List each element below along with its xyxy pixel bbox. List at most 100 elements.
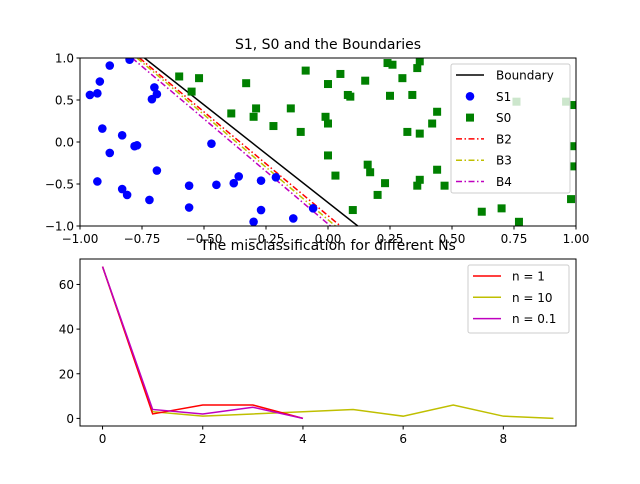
point-s0 <box>227 109 236 118</box>
chart1-x-ticks: −1.00 −0.75 −0.50 −0.25 0.00 0.25 0.50 0.75 1.00 <box>62 226 589 246</box>
chart2-y-ticks: 0 20 40 60 <box>59 278 80 426</box>
point-s1 <box>147 94 157 104</box>
point-s1 <box>132 141 142 150</box>
point-s1 <box>98 124 107 133</box>
x-tick-label: 2 <box>199 432 207 446</box>
boundary-line-b4 <box>131 58 331 226</box>
chart2-frame <box>79 258 577 427</box>
point-s1 <box>308 204 318 213</box>
x-tick-label: 8 <box>500 432 508 446</box>
point-s0 <box>252 104 261 113</box>
point-s0 <box>413 181 422 190</box>
x-tick-label: 4 <box>299 432 307 446</box>
point-s1 <box>256 176 266 185</box>
point-s0 <box>373 190 382 199</box>
y-tick-label: 20 <box>59 367 74 381</box>
point-s0 <box>366 168 375 177</box>
point-s0 <box>403 127 412 136</box>
point-s0 <box>569 101 576 110</box>
point-s1 <box>207 139 216 148</box>
legend-label: S0 <box>496 111 511 125</box>
point-s1 <box>85 90 95 100</box>
point-s0 <box>569 142 576 151</box>
y-tick-label: 0.0 <box>55 136 74 150</box>
y-tick-label: 40 <box>59 323 74 337</box>
point-s1 <box>93 88 102 98</box>
x-tick-label: 0 <box>99 432 107 446</box>
x-tick-label: 0.75 <box>501 232 528 246</box>
point-s1 <box>212 180 221 190</box>
point-s1 <box>234 172 244 181</box>
point-s1 <box>145 195 154 205</box>
point-s0 <box>415 175 424 184</box>
y-tick-label: −1.0 <box>45 220 74 234</box>
chart1-points <box>85 58 576 226</box>
boundary-line-b2 <box>139 58 341 226</box>
chart2-x-ticks: 0 2 4 6 8 <box>99 426 507 446</box>
point-s0 <box>388 60 397 69</box>
point-s1 <box>105 148 115 158</box>
point-s0 <box>324 119 332 128</box>
point-s0 <box>398 74 407 83</box>
point-s1 <box>93 177 102 186</box>
y-tick-label: 1.0 <box>55 52 74 66</box>
point-s1 <box>150 83 159 92</box>
point-s0 <box>477 207 486 216</box>
series-line-1 <box>101 266 304 420</box>
point-s0 <box>249 112 258 121</box>
point-s0 <box>415 129 424 138</box>
legend-label: S1 <box>496 90 511 104</box>
x-tick-label: −0.50 <box>186 232 223 246</box>
chart1-boundary-lines <box>131 58 359 226</box>
point-s0 <box>497 204 506 213</box>
point-s0 <box>324 80 332 89</box>
x-tick-label: 0.00 <box>315 232 342 246</box>
point-s1 <box>105 61 115 70</box>
point-s0 <box>569 162 576 171</box>
point-s0 <box>433 165 442 174</box>
line-chart: 0 2 4 6 8 0 20 40 60 The misclassification for … <box>59 238 577 446</box>
point-s0 <box>336 69 345 78</box>
legend-label: B4 <box>496 175 512 189</box>
point-s1 <box>184 203 194 212</box>
y-tick-label: 60 <box>59 278 74 292</box>
y-tick-label: −0.5 <box>45 178 74 192</box>
point-s0 <box>413 64 422 73</box>
point-s0 <box>440 181 449 190</box>
chart1-legend-box <box>450 63 571 194</box>
point-s0 <box>187 87 196 96</box>
y-tick-label: 0.5 <box>55 94 74 108</box>
point-s1 <box>95 77 105 86</box>
x-tick-label: 0.50 <box>439 232 466 246</box>
point-s0 <box>428 119 437 128</box>
point-s0 <box>361 76 370 85</box>
x-tick-label: −0.75 <box>124 232 161 246</box>
point-s0 <box>286 104 295 113</box>
point-s0 <box>331 171 340 180</box>
point-s1 <box>125 58 134 64</box>
legend-label: B3 <box>496 154 512 168</box>
chart2-legend-box <box>467 264 570 334</box>
legend-label: B2 <box>496 132 512 146</box>
point-s0 <box>195 74 204 83</box>
point-s0 <box>324 151 332 160</box>
chart2-title: The misclassification for different Ns <box>199 238 456 254</box>
point-s0 <box>321 112 330 121</box>
point-s1 <box>117 130 127 140</box>
point-s0 <box>301 66 310 75</box>
point-s1 <box>288 214 298 223</box>
point-s0 <box>433 107 442 116</box>
point-s0 <box>348 206 357 215</box>
point-s1 <box>117 184 127 194</box>
x-tick-label: 6 <box>399 432 407 446</box>
chart2-legend: n = 1 n = 10 n = 0.1 <box>467 264 570 334</box>
point-s1 <box>184 181 194 190</box>
boundary-line-b3 <box>136 58 336 226</box>
chart1-y-ticks: −1.0 −0.5 0.0 0.5 1.0 <box>45 52 80 234</box>
point-s0 <box>567 195 576 204</box>
point-s0 <box>363 160 372 169</box>
point-s0 <box>514 217 523 226</box>
boundary-line-boundary <box>144 58 359 226</box>
point-s0 <box>242 79 251 88</box>
